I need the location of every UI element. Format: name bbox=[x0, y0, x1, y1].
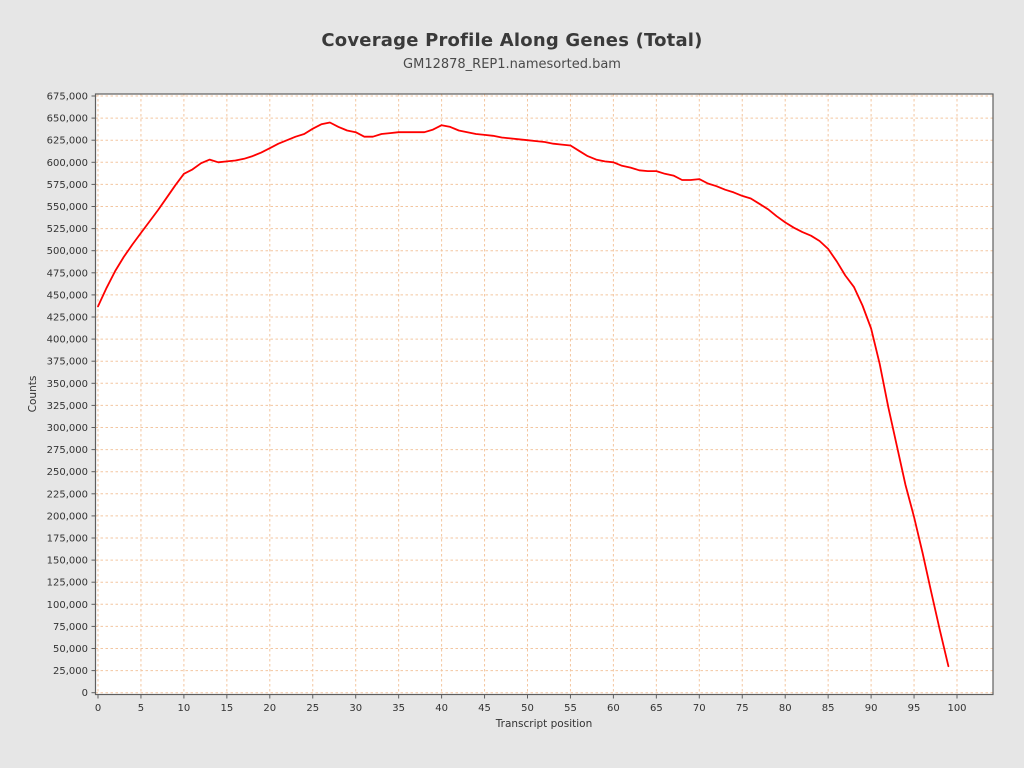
x-tick-label: 60 bbox=[607, 703, 620, 714]
series-line bbox=[97, 121, 950, 668]
x-tick-label: 0 bbox=[95, 703, 101, 714]
y-tick-labels: 0 25,000 50,000 75,000 100,000 125,000 150,000… bbox=[47, 92, 88, 700]
x-tick-label: 25 bbox=[306, 703, 319, 714]
x-tick-label: 10 bbox=[178, 703, 191, 714]
x-tick-label: 65 bbox=[650, 703, 663, 714]
y-tick-label: 175,000 bbox=[47, 534, 88, 545]
y-tick-label: 575,000 bbox=[47, 180, 88, 191]
plot-generated: 0 25,000 50,000 75,000 100,000 125,000 150,000… bbox=[47, 92, 994, 714]
y-tick-label: 675,000 bbox=[47, 92, 88, 103]
x-tick-label: 95 bbox=[908, 703, 921, 714]
y-tick-label: 225,000 bbox=[47, 489, 88, 500]
x-tick-label: 35 bbox=[392, 703, 405, 714]
tick-marks bbox=[91, 95, 958, 699]
y-tick-label: 275,000 bbox=[47, 445, 88, 456]
x-tick-label: 80 bbox=[779, 703, 792, 714]
y-tick-label: 450,000 bbox=[47, 290, 88, 301]
y-tick-label: 600,000 bbox=[47, 158, 88, 169]
y-tick-label: 375,000 bbox=[47, 357, 88, 368]
y-tick-label: 550,000 bbox=[47, 202, 88, 213]
y-tick-label: 425,000 bbox=[47, 313, 88, 324]
chart-title: Coverage Profile Along Genes (Total) bbox=[321, 30, 703, 51]
y-tick-label: 0 bbox=[82, 688, 88, 699]
y-tick-label: 100,000 bbox=[47, 600, 88, 611]
y-tick-label: 50,000 bbox=[53, 644, 88, 655]
y-tick-label: 650,000 bbox=[47, 114, 88, 125]
x-tick-label: 55 bbox=[564, 703, 577, 714]
y-tick-label: 400,000 bbox=[47, 335, 88, 346]
x-tick-label: 20 bbox=[263, 703, 276, 714]
grid-lines bbox=[95, 94, 993, 695]
y-tick-label: 75,000 bbox=[53, 622, 88, 633]
x-tick-label: 5 bbox=[138, 703, 144, 714]
y-tick-label: 300,000 bbox=[47, 423, 88, 434]
x-tick-label: 40 bbox=[435, 703, 448, 714]
plot-border bbox=[94, 93, 994, 696]
y-axis-title: Counts bbox=[27, 376, 39, 413]
y-tick-label: 125,000 bbox=[47, 578, 88, 589]
plot-background bbox=[95, 94, 993, 695]
y-tick-label: 500,000 bbox=[47, 246, 88, 257]
chart-subtitle: GM12878_REP1.namesorted.bam bbox=[403, 57, 621, 72]
x-tick-label: 100 bbox=[947, 703, 966, 714]
y-tick-label: 350,000 bbox=[47, 379, 88, 390]
y-tick-label: 150,000 bbox=[47, 556, 88, 567]
x-tick-labels: 0 5 10 15 20 25 30 35 40 45 50 55 60 65 70 75 80 85 90 95 10… bbox=[95, 703, 967, 714]
x-tick-label: 90 bbox=[865, 703, 878, 714]
y-tick-label: 475,000 bbox=[47, 268, 88, 279]
x-axis-title: Transcript position bbox=[495, 718, 592, 730]
x-tick-label: 75 bbox=[736, 703, 749, 714]
x-tick-label: 85 bbox=[822, 703, 835, 714]
x-tick-label: 45 bbox=[478, 703, 491, 714]
x-tick-label: 50 bbox=[521, 703, 534, 714]
y-tick-label: 200,000 bbox=[47, 511, 88, 522]
y-tick-label: 25,000 bbox=[53, 666, 88, 677]
y-tick-label: 250,000 bbox=[47, 467, 88, 478]
y-tick-label: 325,000 bbox=[47, 401, 88, 412]
x-tick-label: 15 bbox=[220, 703, 233, 714]
x-tick-label: 70 bbox=[693, 703, 706, 714]
y-tick-label: 525,000 bbox=[47, 224, 88, 235]
y-tick-label: 625,000 bbox=[47, 136, 88, 147]
x-tick-label: 30 bbox=[349, 703, 362, 714]
